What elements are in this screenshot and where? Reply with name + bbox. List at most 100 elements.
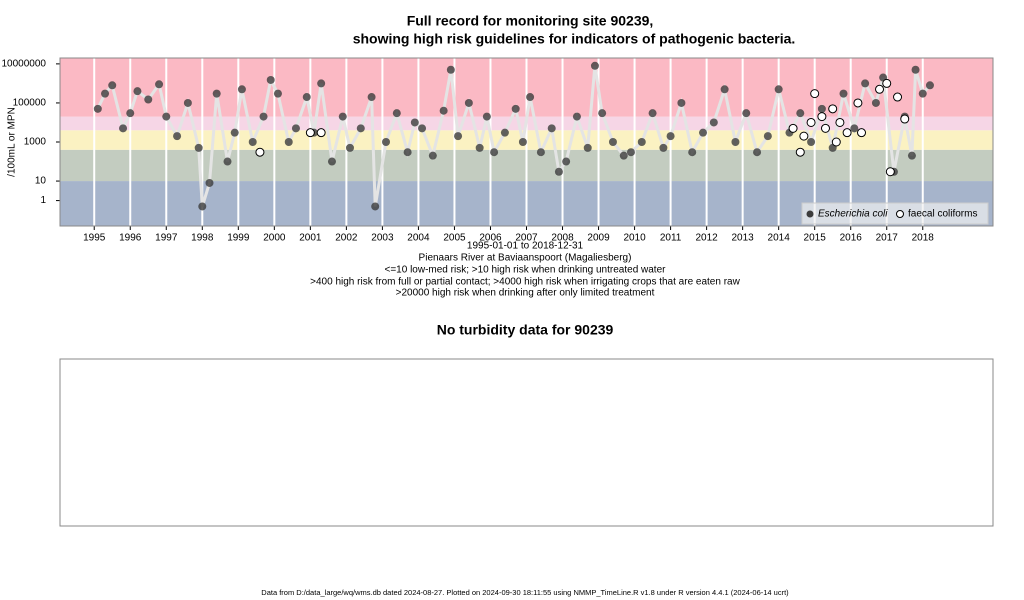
data-point [518,138,527,146]
data-point [720,85,729,94]
data-point [291,124,300,133]
data-point [893,92,903,102]
data-point [126,109,135,118]
data-point [753,148,762,157]
data-point [526,93,535,102]
data-point [763,132,772,141]
data-point [237,85,246,94]
data-point [317,79,326,88]
subtitle: <=10 low-med risk; >10 high risk when dr… [385,265,667,276]
data-point [305,128,315,138]
data-point [590,61,599,70]
data-point [572,112,581,121]
x-tick-label: 2007 [515,233,538,244]
x-tick-label: 2006 [479,233,502,244]
data-point [382,138,391,146]
data-point [810,89,820,99]
data-point [230,128,239,137]
data-point [742,109,751,118]
data-point [806,117,816,127]
data-point [101,89,110,98]
plot-frame [59,57,994,227]
data-point [659,143,668,152]
data-point [316,128,326,138]
x-tick-label: 2001 [299,233,322,244]
data-point [820,123,830,133]
data-point [454,132,463,141]
data-point [608,138,617,146]
data-point [857,128,867,138]
data-point [853,98,863,108]
y-tick-label: 10000000 [2,59,47,70]
data-point [439,106,448,115]
subtitle: >20000 high risk when drinking after onl… [396,288,655,299]
data-point [418,124,427,133]
data-point [583,143,592,152]
data-point [273,89,282,98]
data-point [119,124,128,133]
legend-label: Escherichia coli [818,209,888,220]
data-point [446,65,455,74]
x-tick-label: 1997 [155,233,178,244]
data-point [345,143,354,152]
subtitle: Pienaars River at Baviaanspoort (Magalie… [419,253,632,264]
x-tick-label: 2002 [335,233,358,244]
x-tick-label: 1998 [191,233,214,244]
plot-area: 1995 1996 1997 1998 1999 2000 2001 2002 2003 2004… [2,57,994,244]
x-tick-label: 2018 [912,233,935,244]
data-point [907,151,916,160]
data-point [475,143,484,152]
data-point [173,132,182,141]
footer: Data from D:/data_large/wq/wms.db dated … [261,588,789,597]
data-point [688,148,697,157]
data-point [828,104,838,114]
data-point [885,167,895,177]
data-point [774,85,783,94]
data-point [428,151,437,160]
data-point [403,148,412,157]
x-tick-label: 2014 [768,233,791,244]
data-point [731,138,740,146]
x-tick-label: 1999 [227,233,250,244]
data-point [367,93,376,102]
data-point [699,128,708,137]
x-tick-label: 2015 [804,233,827,244]
data-point [93,104,102,113]
data-point [302,93,311,102]
data-point [925,81,934,90]
data-point [598,109,607,118]
data-point [284,138,293,146]
legend-box [801,202,989,225]
x-tick-label: 2010 [623,233,646,244]
data-point [194,143,203,152]
data-point [248,138,257,146]
data-point [108,81,117,90]
data-point [223,157,232,166]
data-point [839,89,848,98]
data-point [212,89,221,98]
data-point [619,151,628,160]
panel-title: No turbidity data for 90239 [437,322,614,338]
data-point [875,84,885,94]
data-point [788,123,798,133]
subtitle: 1995-01-01 to 2018-12-31 [467,241,584,252]
chart-title: Full record for monitoring site 90239, [407,13,654,29]
y-axis-label: /100mL or MPN [7,107,18,177]
data-point [464,98,473,107]
data-point [198,202,207,211]
data-point [911,65,920,74]
data-point [511,104,520,113]
data-point [410,118,419,127]
data-point [637,138,646,146]
x-tick-label: 2013 [732,233,755,244]
data-point [817,112,827,122]
data-point [795,147,805,157]
data-point [626,148,635,157]
data-point [371,202,380,211]
legend-marker [806,210,814,218]
data-point [536,148,545,157]
x-tick-label: 2017 [876,233,899,244]
data-point [677,98,686,107]
x-tick-label: 2005 [443,233,466,244]
